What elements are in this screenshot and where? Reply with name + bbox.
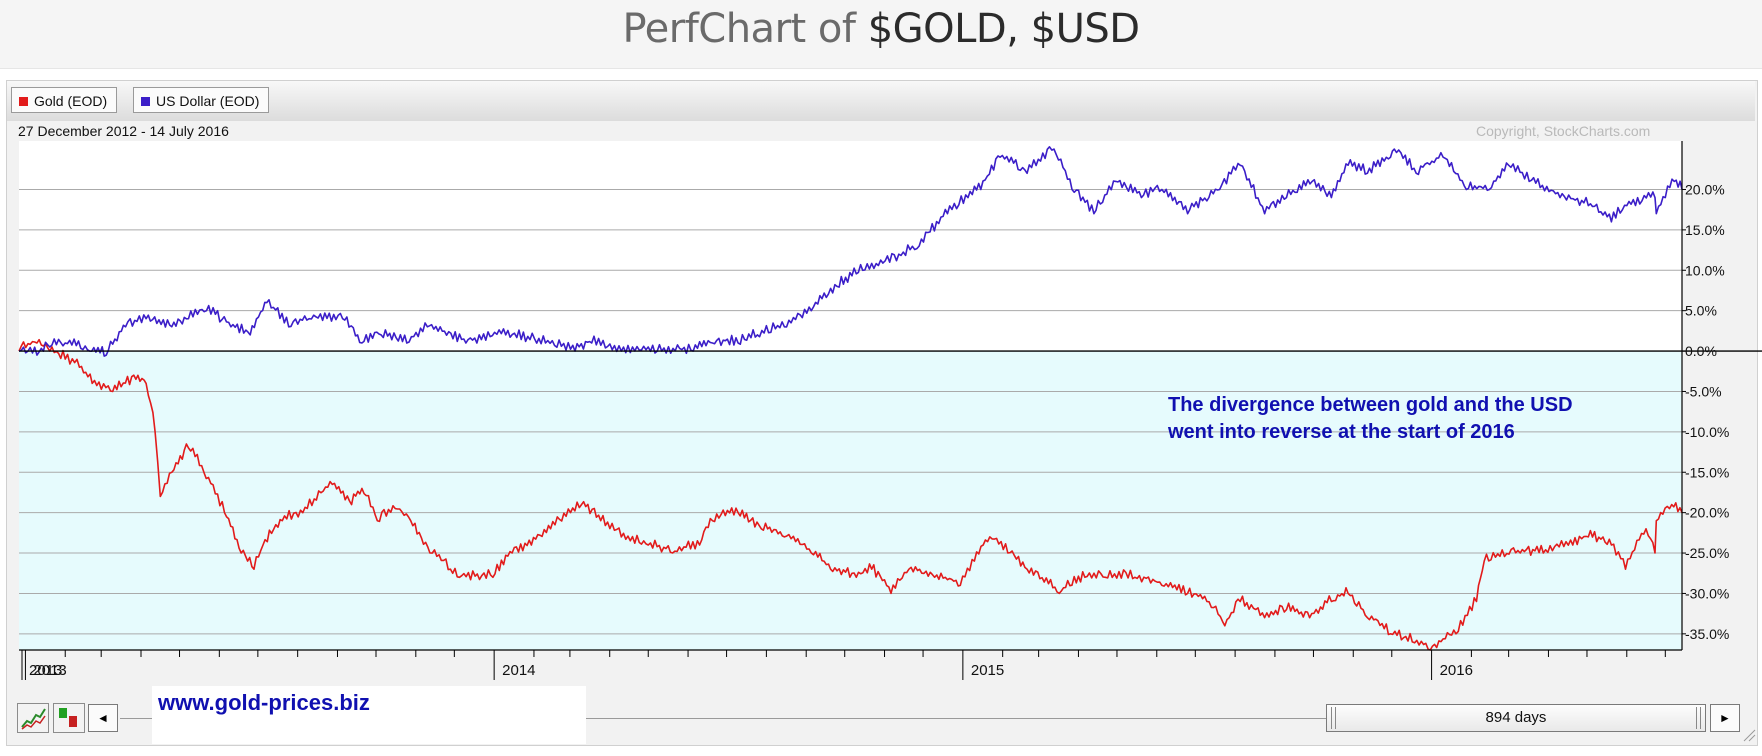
- right-arrow-icon: ►: [1719, 711, 1731, 725]
- chart-annotation: The divergence between gold and the USD …: [1168, 394, 1573, 443]
- legend-button-gold[interactable]: Gold (EOD): [11, 87, 118, 113]
- title-prefix: PerfChart of: [622, 6, 868, 52]
- plot-background-top: [19, 141, 1682, 352]
- legend-label-gold: Gold (EOD): [34, 93, 108, 109]
- page-title: PerfChart of $GOLD, $USD: [0, 6, 1762, 52]
- y-tick-label: -35.0%: [1685, 626, 1729, 642]
- resize-grip-icon[interactable]: [1742, 728, 1756, 742]
- y-tick-label: 0.0%: [1685, 343, 1717, 359]
- watermark-box: www.gold-prices.biz: [152, 686, 586, 744]
- title-bar: PerfChart of $GOLD, $USD: [0, 0, 1762, 69]
- left-arrow-icon: ◄: [97, 711, 109, 725]
- span-days-label: 894 days: [1485, 709, 1547, 726]
- x-tick-label: 2013: [29, 662, 62, 679]
- legend-label-usd: US Dollar (EOD): [156, 93, 260, 109]
- legend-bar: [7, 81, 1755, 121]
- chart-type-button[interactable]: [17, 703, 49, 733]
- y-tick-label: -20.0%: [1685, 505, 1729, 521]
- y-tick-label: 20.0%: [1685, 181, 1725, 197]
- y-tick-label: -25.0%: [1685, 545, 1729, 561]
- y-tick-label: 15.0%: [1685, 222, 1725, 238]
- scroll-track[interactable]: [120, 718, 1330, 719]
- y-tick-label: 5.0%: [1685, 303, 1717, 319]
- y-tick-label: -30.0%: [1685, 585, 1729, 601]
- x-tick-label: 2015: [971, 662, 1004, 679]
- histogram-mode-button[interactable]: [53, 703, 85, 733]
- x-tick-label: 2016: [1440, 662, 1473, 679]
- line-chart-icon: [21, 708, 46, 730]
- date-range-slider[interactable]: 894 days: [1326, 704, 1706, 732]
- scroll-right-button[interactable]: ►: [1710, 704, 1740, 732]
- gold-swatch-icon: [19, 97, 28, 106]
- y-tick-label: -5.0%: [1685, 383, 1722, 399]
- y-tick-label: 10.0%: [1685, 262, 1725, 278]
- slider-right-grip-icon[interactable]: [1696, 707, 1701, 729]
- scroll-left-button[interactable]: ◄: [88, 704, 118, 732]
- y-tick-label: -10.0%: [1685, 424, 1729, 440]
- title-symbols: $GOLD, $USD: [867, 6, 1140, 52]
- bar-mode-icon: [59, 708, 77, 727]
- y-tick-label: -15.0%: [1685, 464, 1729, 480]
- x-tick-label: 2014: [502, 662, 535, 679]
- usd-series-line: [18, 146, 1683, 357]
- watermark-link[interactable]: www.gold-prices.biz: [158, 690, 370, 715]
- usd-swatch-icon: [141, 97, 150, 106]
- gold-series-line: [18, 338, 1683, 651]
- legend-button-usd[interactable]: US Dollar (EOD): [133, 87, 270, 113]
- copyright-notice: Copyright, StockCharts.com: [1476, 123, 1651, 139]
- plot-background-bottom: [19, 351, 1682, 650]
- x-tick-label: 2013: [33, 662, 66, 679]
- date-range-label: 27 December 2012 - 14 July 2016: [18, 123, 229, 139]
- slider-left-grip-icon[interactable]: [1331, 707, 1336, 729]
